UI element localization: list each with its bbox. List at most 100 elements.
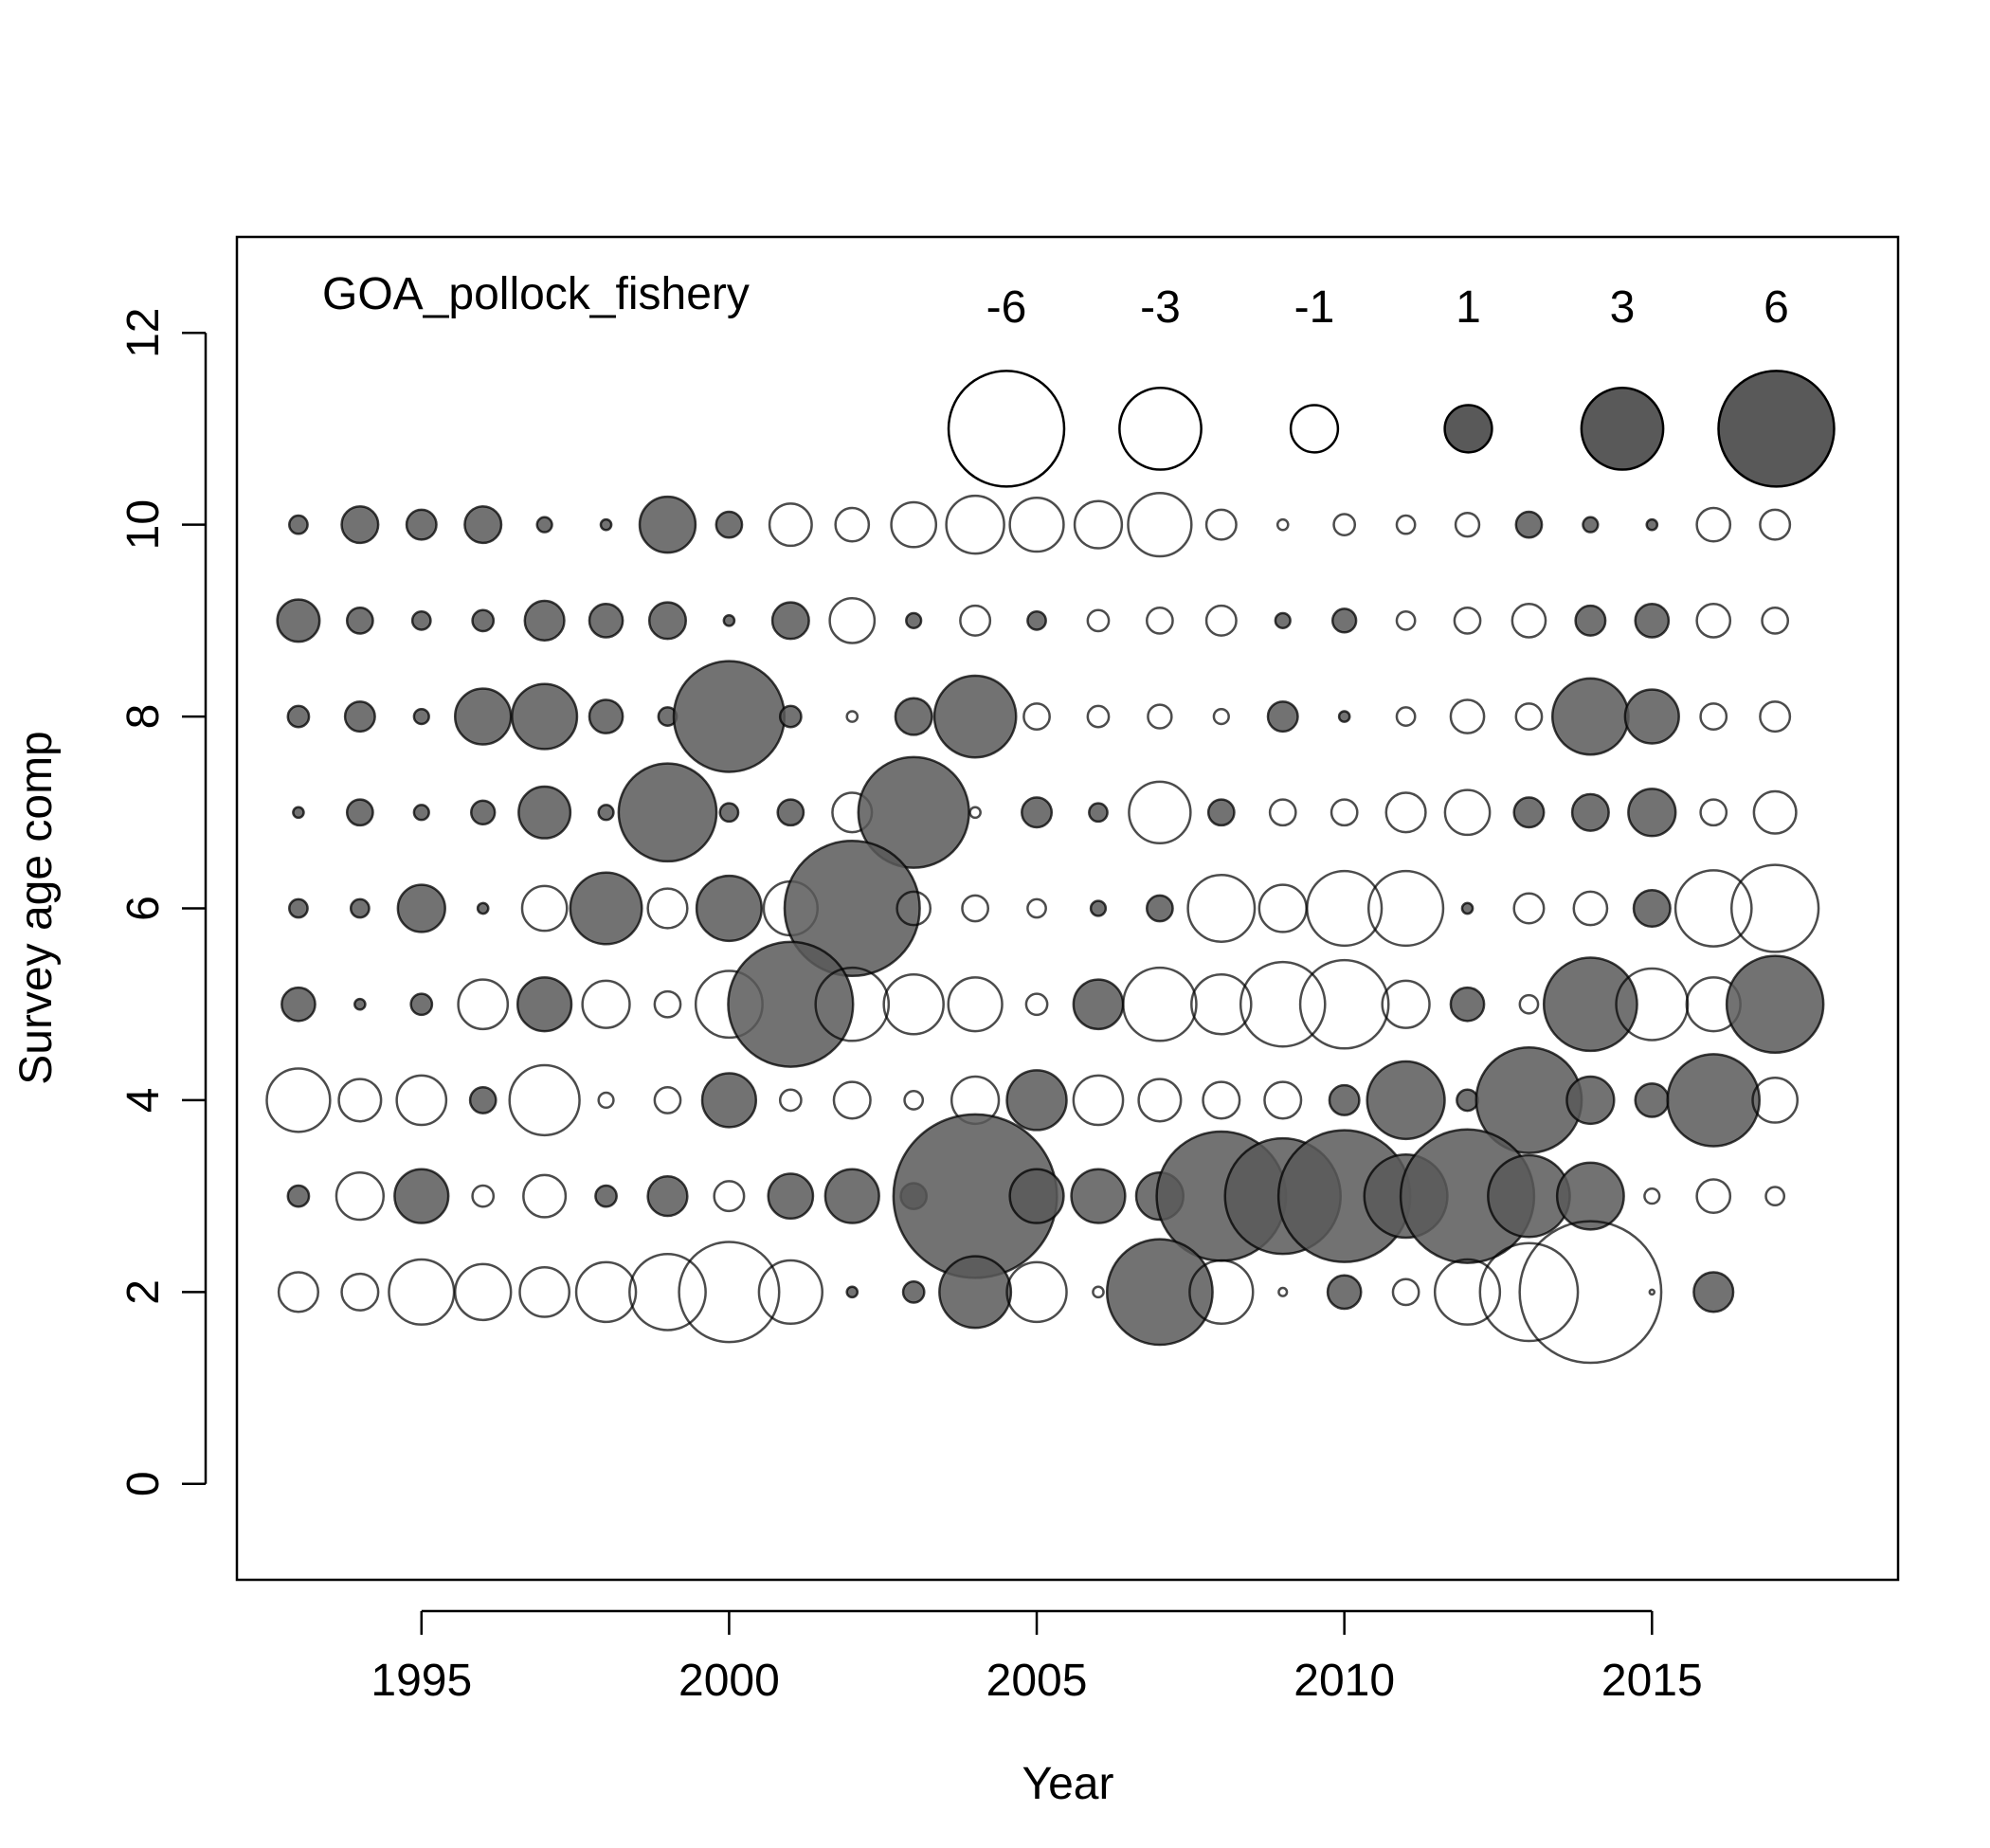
bubble-age5-1997 [516, 976, 573, 1033]
bubble-age9-2008 [1204, 604, 1238, 637]
bubble-age9-2006 [1086, 608, 1111, 633]
bubble-age5-2007 [1122, 966, 1198, 1042]
bubble-age7-2009 [1268, 798, 1297, 827]
bubble-age9-2010 [1330, 607, 1358, 634]
bubble-age2-2012 [1433, 1258, 1502, 1326]
x-tick-label: 2005 [986, 1656, 1088, 1706]
bubble-age6-2015 [1632, 888, 1672, 929]
legend-label: 6 [1764, 282, 1789, 333]
bubble-age4-2001 [778, 1088, 803, 1113]
bubble-age4-2009 [1263, 1080, 1303, 1120]
bubble-age9-2014 [1574, 604, 1607, 637]
bubble-age8-2010 [1337, 710, 1351, 723]
bubble-age5-1995 [409, 992, 434, 1017]
bubble-age8-2009 [1266, 700, 1299, 734]
bubble-age10-1997 [535, 516, 553, 534]
bubble-age7-2017 [1752, 789, 1798, 835]
bubble-age3-1995 [393, 1168, 450, 1224]
bubble-age3-2000 [713, 1180, 746, 1213]
bubble-age2-2007 [1105, 1238, 1214, 1347]
bubble-age3-2014 [1555, 1161, 1625, 1231]
bubble-age5-2013 [1518, 993, 1540, 1015]
bubble-age8-2016 [1699, 702, 1728, 731]
bubble-age9-2016 [1695, 603, 1732, 639]
bubble-age7-2001 [776, 798, 805, 827]
bubble-age3-2001 [767, 1172, 815, 1221]
bubble-age9-2009 [1274, 611, 1292, 629]
bubble-age8-1994 [343, 700, 376, 734]
bubble-age6-1994 [349, 897, 371, 919]
x-tick-label: 2010 [1294, 1656, 1395, 1706]
bubble-age2-2015 [1648, 1288, 1656, 1296]
bubble-age10-2008 [1204, 508, 1238, 541]
bubble-age9-2015 [1634, 603, 1671, 639]
bubble-age3-1997 [522, 1173, 568, 1219]
bubble-age4-2002 [832, 1080, 872, 1120]
bubble-age6-2011 [1366, 869, 1445, 948]
bubble-age4-2010 [1328, 1083, 1361, 1116]
bubble-age6-2004 [961, 894, 989, 923]
bubble-age6-1996 [476, 901, 490, 915]
y-tick-label: 12 [118, 308, 169, 358]
bubble-age10-1995 [405, 508, 438, 541]
bubble-age6-2008 [1186, 874, 1257, 943]
bubble-age7-2016 [1699, 798, 1728, 827]
bubble-age10-2000 [715, 510, 744, 539]
bubble-age6-2005 [1026, 897, 1047, 919]
bubble-age2-2000 [678, 1241, 781, 1344]
bubble-age3-2016 [1695, 1178, 1732, 1214]
bubble-age6-2009 [1257, 883, 1308, 933]
bubble-age6-2017 [1729, 863, 1820, 953]
bubble-age7-2006 [1088, 802, 1109, 824]
bubble-age4-2014 [1565, 1075, 1616, 1126]
bubble-age2-2003 [901, 1279, 926, 1304]
bubble-age3-2005 [1008, 1168, 1065, 1224]
bubble-age7-1996 [470, 799, 497, 825]
bubble-age5-2012 [1449, 986, 1486, 1023]
bubble-age10-2009 [1275, 517, 1290, 532]
bubble-age4-1997 [508, 1063, 581, 1137]
bubble-age7-1998 [597, 804, 615, 822]
bubble-age9-2002 [828, 596, 877, 644]
y-tick-label: 6 [118, 896, 169, 921]
bubble-age9-2004 [959, 604, 992, 637]
bubble-age4-2007 [1137, 1078, 1183, 1123]
bubble-age4-2003 [903, 1090, 925, 1111]
bubble-age5-2015 [1615, 967, 1690, 1042]
bubble-age2-1996 [453, 1262, 513, 1322]
bubble-age6-2003 [896, 890, 932, 927]
bubble-age8-2017 [1759, 700, 1792, 734]
bubble-age4-2008 [1202, 1080, 1241, 1120]
bubble-age4-2011 [1366, 1060, 1446, 1141]
legend-label: -1 [1294, 282, 1335, 333]
bubble-age7-2011 [1384, 791, 1427, 834]
bubble-age9-2012 [1453, 606, 1482, 635]
legend-bubble [1443, 404, 1493, 454]
bubble-age3-2015 [1643, 1187, 1661, 1205]
bubble-age8-1997 [511, 682, 579, 751]
bubble-age2-1999 [628, 1252, 707, 1332]
bubble-age6-1997 [520, 884, 569, 933]
y-tick-label: 10 [118, 499, 169, 550]
bubble-age6-2014 [1572, 890, 1609, 927]
bubble-age4-1993 [265, 1067, 332, 1133]
bubble-age3-1996 [471, 1184, 496, 1208]
bubble-age8-2006 [1086, 704, 1111, 729]
bubble-age4-2012 [1456, 1088, 1479, 1113]
legend-bubble [1118, 387, 1203, 471]
bubble-age8-2001 [778, 704, 803, 729]
y-axis: 0 2 4 6 8 10 12 [118, 308, 208, 1496]
bubble-age8-2013 [1514, 702, 1544, 731]
bubble-age10-1999 [638, 495, 697, 554]
bubble-age9-1996 [471, 608, 496, 633]
bubble-age5-2011 [1381, 979, 1431, 1029]
bubble-age5-1999 [653, 989, 682, 1019]
bubble-age8-2007 [1147, 703, 1173, 730]
bubble-age5-1993 [280, 986, 317, 1023]
legend-bubble [947, 370, 1066, 488]
bubble-age3-1994 [335, 1170, 386, 1222]
bubble-age10-2012 [1454, 511, 1481, 538]
bubble-age2-2001 [757, 1259, 823, 1326]
bubble-age7-1997 [517, 785, 572, 840]
bubble-age3-2006 [1070, 1168, 1127, 1224]
